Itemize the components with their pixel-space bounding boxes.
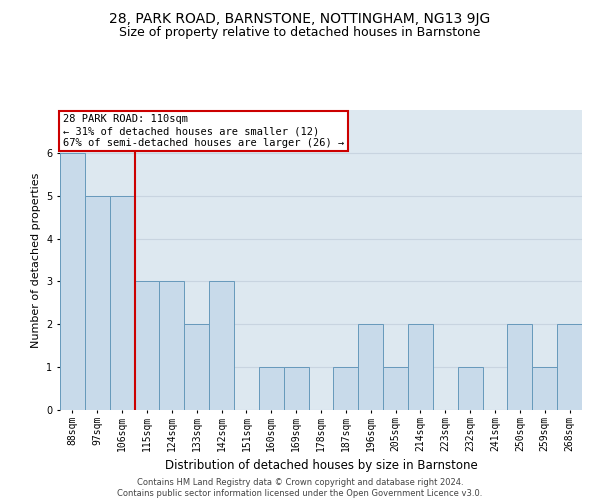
Text: 28 PARK ROAD: 110sqm
← 31% of detached houses are smaller (12)
67% of semi-detac: 28 PARK ROAD: 110sqm ← 31% of detached h… (62, 114, 344, 148)
Bar (557, 324, 582, 410)
Text: Contains HM Land Registry data © Crown copyright and database right 2024.
Contai: Contains HM Land Registry data © Crown c… (118, 478, 482, 498)
Text: Size of property relative to detached houses in Barnstone: Size of property relative to detached ho… (119, 26, 481, 39)
Bar (85, 196, 110, 410)
Bar (334, 367, 358, 410)
Bar (134, 282, 160, 410)
Bar (508, 324, 532, 410)
Y-axis label: Number of detached properties: Number of detached properties (31, 172, 41, 348)
Bar (408, 324, 433, 410)
Bar (259, 367, 284, 410)
Bar (110, 196, 134, 410)
X-axis label: Distribution of detached houses by size in Barnstone: Distribution of detached houses by size … (164, 459, 478, 472)
Bar (358, 324, 383, 410)
Bar (284, 367, 308, 410)
Bar (532, 367, 557, 410)
Text: 28, PARK ROAD, BARNSTONE, NOTTINGHAM, NG13 9JG: 28, PARK ROAD, BARNSTONE, NOTTINGHAM, NG… (109, 12, 491, 26)
Bar (458, 367, 482, 410)
Bar (184, 324, 209, 410)
Bar (60, 153, 85, 410)
Bar (383, 367, 408, 410)
Bar (209, 282, 234, 410)
Bar (160, 282, 184, 410)
